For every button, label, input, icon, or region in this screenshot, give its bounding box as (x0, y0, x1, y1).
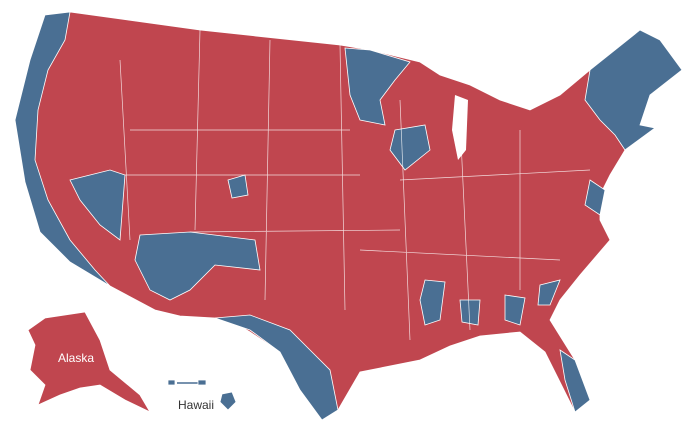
southwest (134, 231, 261, 301)
minnesota (344, 47, 411, 126)
delta (419, 279, 446, 326)
hawaii-island (197, 379, 207, 386)
new-england (584, 29, 683, 151)
alaska (27, 311, 152, 413)
georgia-blue (504, 294, 526, 326)
nevada-region (69, 169, 126, 241)
pacific-coast (14, 11, 111, 287)
hawaii (167, 379, 237, 411)
florida-south (559, 349, 591, 413)
hawaii-big-island (219, 391, 237, 411)
alabama-black-belt (459, 299, 481, 326)
chicago-area (389, 124, 431, 171)
hawaii-island (167, 379, 176, 386)
carolina-blue (537, 279, 561, 306)
mid-atlantic (584, 179, 606, 216)
hawaii-label: Hawaii (178, 398, 214, 412)
alaska-label: Alaska (58, 351, 94, 365)
south-texas (214, 314, 339, 421)
lake-michigan (452, 95, 468, 160)
district-lines (119, 29, 591, 341)
denver-area (227, 174, 249, 199)
